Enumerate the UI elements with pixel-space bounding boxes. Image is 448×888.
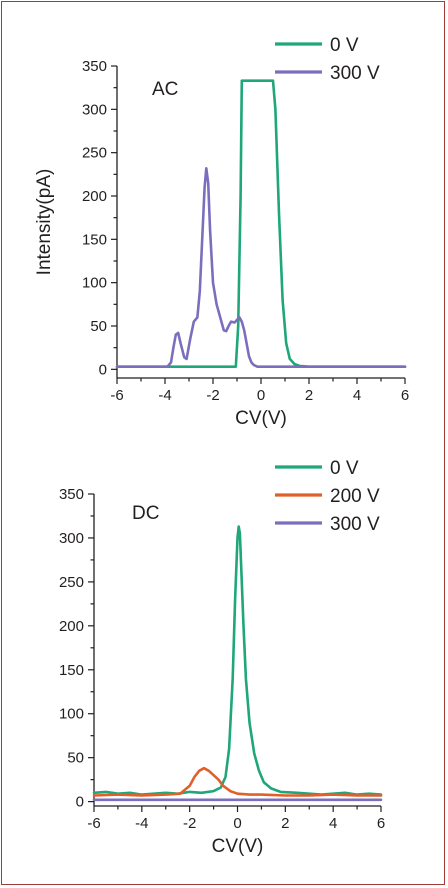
y-axis-title: Intensity(pA) <box>34 169 55 276</box>
x-tick-label: -2 <box>183 815 196 832</box>
x-tick-label: 4 <box>353 387 361 404</box>
y-tick-label: 200 <box>82 188 107 205</box>
legend-label: 0 V <box>330 35 359 56</box>
y-tick-label: 200 <box>59 618 84 635</box>
chart-panel-1: 0 50 100 150 200 250 300 350 -6 -4 -2 0 2 4 6 CV(V) DC 0 … <box>59 458 385 857</box>
y-tick-label: 0 <box>76 794 84 811</box>
y-tick-label: 100 <box>59 706 84 723</box>
x-axis-title: CV(V) <box>212 836 264 857</box>
legend-label: 0 V <box>330 458 359 479</box>
x-tick-label: 0 <box>257 387 265 404</box>
y-tick-label: 0 <box>99 361 107 378</box>
series-line-200v <box>92 766 383 797</box>
x-tick-label: 6 <box>401 387 409 404</box>
x-tick-label: 6 <box>377 815 385 832</box>
series-line-0v <box>92 525 383 796</box>
x-tick-label: -2 <box>206 387 219 404</box>
legend-label: 300 V <box>330 63 380 84</box>
panel-label: AC <box>152 79 178 100</box>
y-tick-label: 150 <box>59 662 84 679</box>
legend-label: 200 V <box>330 486 380 507</box>
series-line-300v <box>115 167 407 369</box>
y-tick-label: 50 <box>67 750 84 767</box>
x-axis-title: CV(V) <box>235 408 287 429</box>
x-tick-label: -4 <box>135 815 148 832</box>
x-tick-label: -6 <box>87 815 100 832</box>
y-tick-label: 350 <box>59 486 84 503</box>
y-tick-label: 150 <box>82 231 107 248</box>
y-tick-label: 300 <box>59 530 84 547</box>
x-tick-label: -6 <box>110 387 123 404</box>
series-line-0v <box>115 79 407 369</box>
y-tick-label: 250 <box>82 145 107 162</box>
chart-panel-0: 0 50 100 150 200 250 300 350 -6 -4 -2 0 2 4 6 CV(V) Inte… <box>34 35 409 429</box>
legend-label: 300 V <box>330 514 380 535</box>
x-tick-label: 2 <box>281 815 289 832</box>
y-tick-label: 100 <box>82 275 107 292</box>
x-tick-label: 4 <box>329 815 337 832</box>
y-tick-label: 300 <box>82 101 107 118</box>
x-tick-label: 0 <box>233 815 241 832</box>
y-tick-label: 50 <box>90 318 107 335</box>
x-tick-label: 2 <box>305 387 313 404</box>
y-tick-label: 350 <box>82 58 107 75</box>
x-tick-label: -4 <box>158 387 171 404</box>
y-tick-label: 250 <box>59 574 84 591</box>
panel-label: DC <box>132 503 159 524</box>
